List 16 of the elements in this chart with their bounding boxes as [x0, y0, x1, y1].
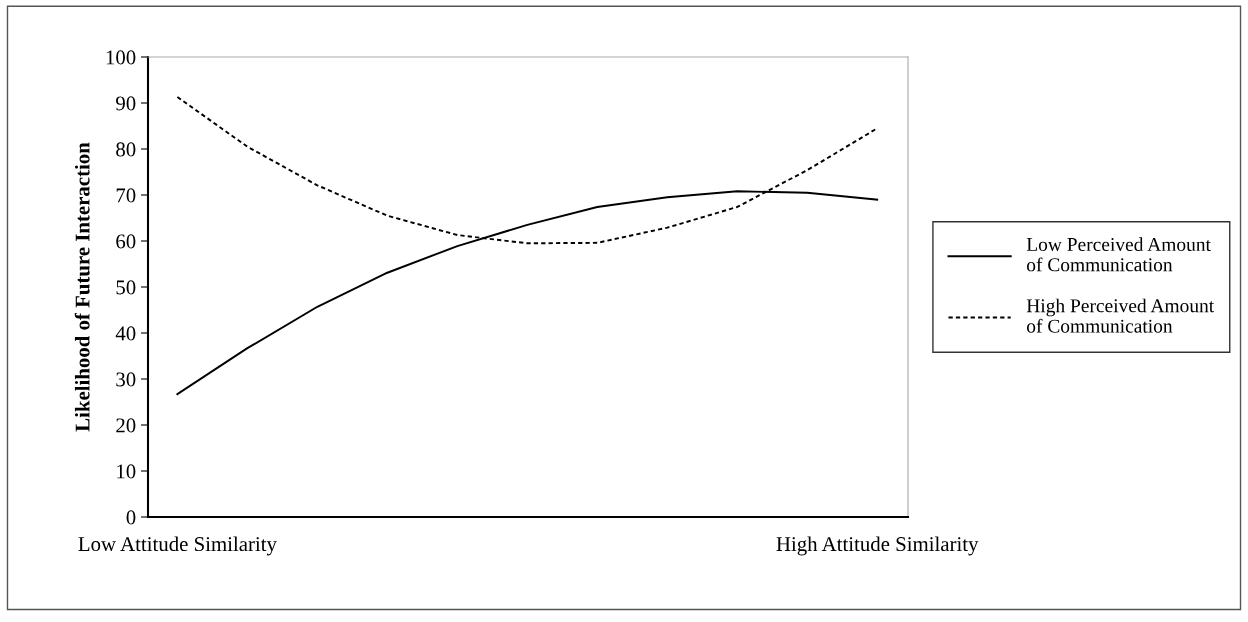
- x-tick-label: Low Attitude Similarity: [78, 536, 277, 556]
- y-tick-label: 0: [126, 510, 136, 525]
- y-tick-label: 20: [116, 418, 136, 433]
- x-tick-label: High Attitude Similarity: [776, 536, 979, 556]
- y-tick-label: 30: [116, 372, 136, 387]
- y-tick-label: 70: [116, 188, 136, 203]
- y-tick-label: 80: [116, 142, 136, 157]
- y-tick-label: 50: [116, 280, 136, 295]
- y-tick-label: 90: [116, 96, 136, 111]
- legend-label: High Perceived Amount of Communication: [1026, 298, 1215, 333]
- y-tick-label: 40: [115, 326, 136, 341]
- legend-label: Low Perceived Amount of Communication: [1026, 237, 1211, 272]
- y-tick-label: 60: [116, 234, 136, 249]
- y-tick-label: 10: [117, 464, 136, 479]
- y-axis-title: Likelihood of Future Interaction: [74, 142, 90, 432]
- y-tick-label: 100: [106, 50, 136, 65]
